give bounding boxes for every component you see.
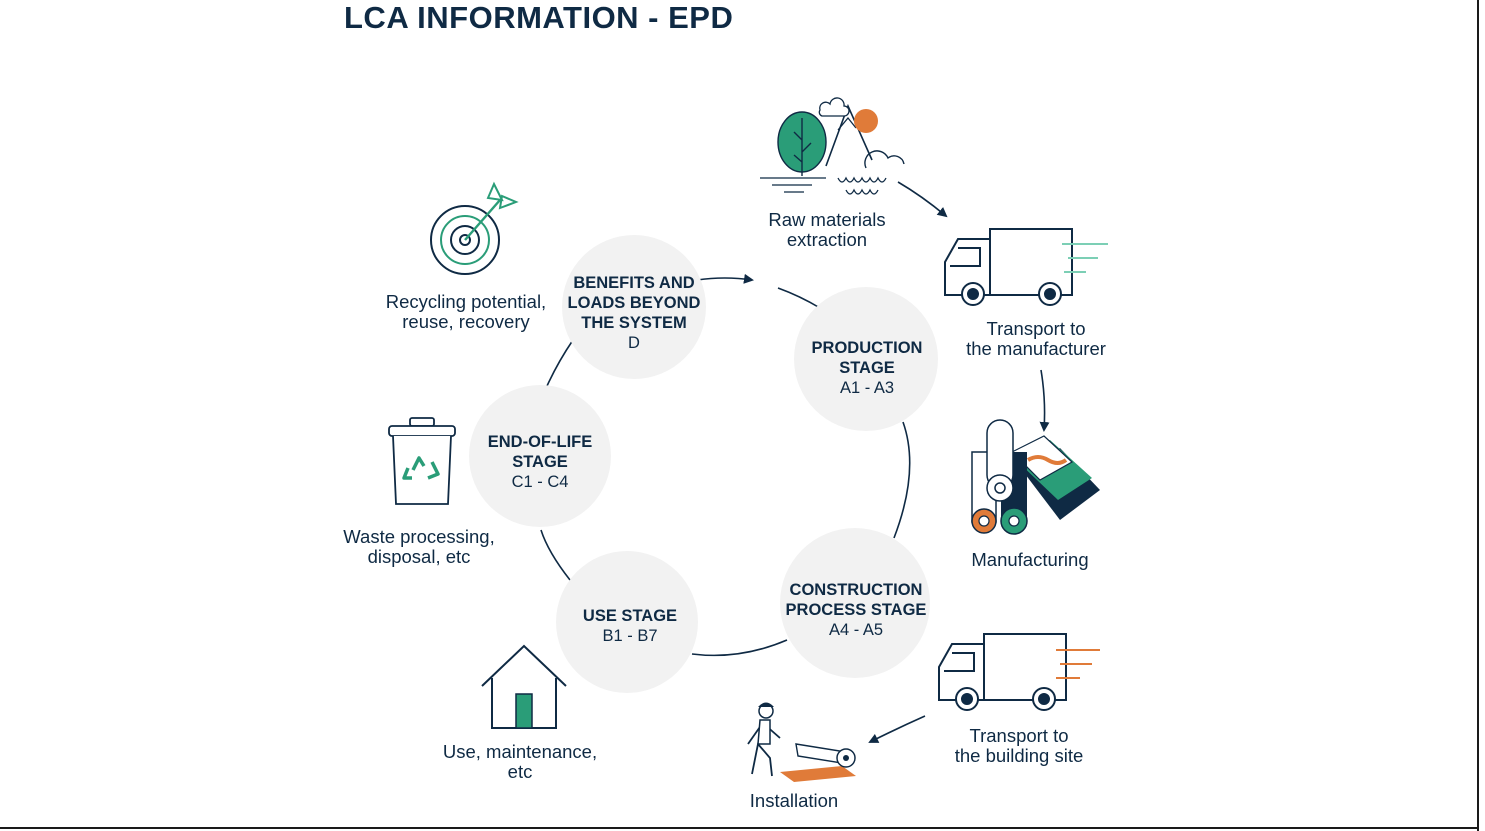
house-icon <box>481 644 567 729</box>
benefits-stage-circle <box>562 235 706 379</box>
production-stage-circle <box>794 287 938 431</box>
mountain-tree-icon <box>760 97 905 195</box>
stage-label-use: USE STAGE B1 - B7 <box>582 607 678 645</box>
stage-label-benefits: BENEFITS AND LOADS BEYOND THE SYSTEM D <box>567 274 701 352</box>
caption-installation: Installation <box>749 790 839 811</box>
page-title: LCA INFORMATION - EPD <box>344 0 734 35</box>
arrow-raw-to-transport <box>897 181 948 218</box>
caption-use-maintenance: Use, maintenance, etc <box>442 741 598 782</box>
caption-transport-manufacturer: Transport to the manufacturer <box>966 318 1106 359</box>
stage-label-construction: CONSTRUCTION PROCESS STAGE A4 - A5 <box>785 581 927 639</box>
caption-raw-materials: Raw materials extraction <box>768 209 886 250</box>
caption-transport-building-site: Transport to the building site <box>954 725 1084 766</box>
arrow-transport-to-installation <box>868 715 926 743</box>
stage-label-production: PRODUCTION STAGE A1 - A3 <box>811 339 923 397</box>
frame-border-bottom <box>0 827 1479 829</box>
stage-label-end-of-life: END-OF-LIFE STAGE C1 - C4 <box>487 433 593 491</box>
caption-manufacturing: Manufacturing <box>971 549 1089 570</box>
recycle-bin-icon <box>388 417 456 505</box>
use-stage-circle <box>556 551 698 693</box>
caption-waste-processing: Waste processing, disposal, etc <box>343 526 495 567</box>
arrow-transport-to-manufacturing <box>1039 369 1050 432</box>
frame-border-right <box>1477 0 1479 831</box>
target-icon <box>430 181 519 275</box>
construction-stage-circle <box>780 528 930 678</box>
caption-recycling-potential: Recycling potential, reuse, recovery <box>385 291 547 332</box>
cycle-ring <box>540 273 911 657</box>
end-of-life-stage-circle <box>469 385 611 527</box>
truck-icon-manufacturer <box>944 228 1108 306</box>
worker-roll-icon <box>747 702 856 782</box>
truck-icon-building-site <box>938 633 1100 711</box>
rolls-icon <box>971 419 1100 535</box>
